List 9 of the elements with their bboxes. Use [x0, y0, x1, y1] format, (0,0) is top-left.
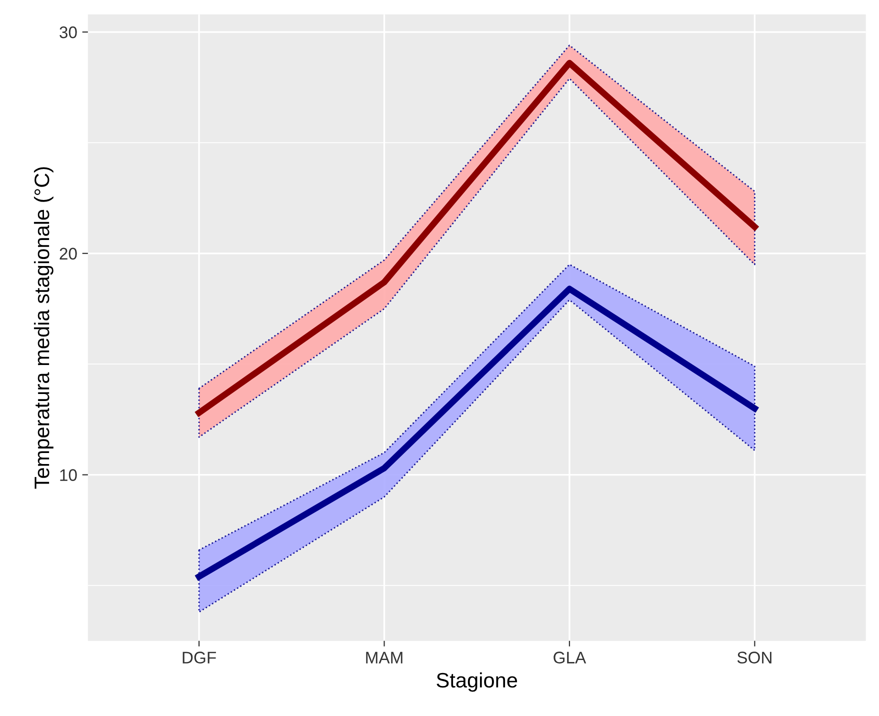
x-axis-title: Stagione — [436, 672, 518, 692]
y-tick-label: 10 — [60, 469, 77, 481]
y-tick-label: 20 — [60, 248, 77, 260]
x-tick-label: SON — [737, 652, 772, 664]
x-tick-label: DGF — [182, 652, 216, 664]
x-tick-label: MAM — [366, 652, 402, 664]
x-tick-label: GLA — [554, 652, 586, 664]
y-axis-title: Temperatura media stagionale (°C) — [34, 167, 54, 489]
y-tick-label: 30 — [60, 26, 77, 38]
